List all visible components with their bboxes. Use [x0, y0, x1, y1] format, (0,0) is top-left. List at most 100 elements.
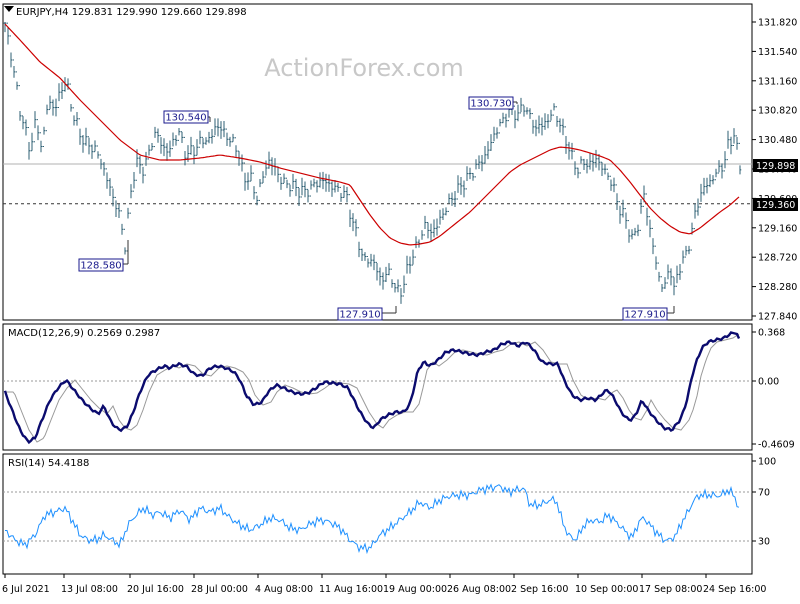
price-bar: [522, 104, 526, 117]
price-bar: [651, 227, 655, 255]
price-tick-7: 129.160: [758, 223, 797, 234]
price-bar: [360, 248, 364, 262]
price-bar: [495, 127, 499, 139]
x-axis-labels: 6 Jul 2021 13 Jul 08:00 20 Jul 16:00 28 Jul…: [2, 574, 766, 595]
price-bar: [459, 176, 463, 195]
price-bar: [648, 216, 652, 238]
price-bar: [693, 203, 697, 230]
price-bar: [78, 118, 82, 145]
price-bar: [156, 128, 160, 143]
price-bar: [546, 114, 550, 129]
watermark: ActionForex.com: [264, 54, 464, 82]
price-bar: [315, 180, 319, 193]
price-bar: [618, 201, 622, 224]
price-bar: [516, 104, 520, 122]
price-bar: [231, 133, 235, 143]
price-bar: [405, 255, 409, 285]
price-bar: [444, 207, 448, 216]
price-bar: [708, 174, 712, 188]
price-bar: [3, 22, 7, 33]
price-bar: [45, 104, 49, 132]
price-bar: [678, 264, 682, 280]
price-bar: [429, 223, 433, 242]
x-tick-10: 17 Sep 08:00: [639, 584, 702, 595]
price-bar: [738, 142, 742, 175]
price-bar: [318, 172, 322, 188]
price-bar: [717, 160, 721, 174]
rsi-panel-frame: [2, 453, 753, 575]
price-annotation-4: 127.910: [622, 306, 675, 321]
price-bar: [171, 132, 175, 150]
price-bar: [84, 127, 88, 146]
price-annotation-label-2: 130.730: [470, 99, 511, 110]
price-bar: [288, 183, 292, 197]
price-bar: [294, 178, 298, 197]
price-bar: [249, 165, 253, 182]
price-bar: [162, 138, 166, 157]
price-bar: [339, 186, 343, 202]
price-bar: [498, 118, 502, 134]
price-bar: [537, 115, 541, 134]
price-bar: [255, 192, 259, 206]
price-tick-1: 131.540: [758, 47, 797, 58]
x-tick-8: 2 Sep 16:00: [511, 584, 568, 595]
price-bar: [681, 250, 685, 273]
price-bar: [627, 220, 631, 243]
price-bar: [192, 145, 196, 165]
price-bar: [384, 266, 388, 283]
price-bar: [132, 171, 136, 192]
price-bar: [87, 136, 91, 155]
x-tick-2: 20 Jul 16:00: [127, 584, 184, 595]
price-bar: [615, 184, 619, 211]
price-bar: [279, 173, 283, 190]
price-bar: [393, 282, 397, 293]
price-bar: [351, 213, 355, 232]
price-bar: [570, 142, 574, 160]
price-bar: [180, 131, 184, 143]
price-bar: [306, 188, 310, 203]
price-level-lines: [3, 163, 752, 205]
macd-line: [3, 331, 741, 445]
price-bar: [234, 137, 238, 157]
rsi-tick-1: 70: [758, 488, 770, 499]
price-bar: [33, 111, 37, 143]
price-bar: [372, 254, 376, 271]
price-bar: [687, 245, 691, 255]
x-tick-3: 28 Jul 00:00: [191, 584, 248, 595]
price-bar: [303, 181, 307, 198]
price-bar: [243, 162, 247, 191]
price-bar: [543, 113, 547, 130]
price-bar: [15, 71, 19, 90]
price-bar: [438, 209, 442, 228]
price-bar: [348, 194, 352, 227]
price-bar: [630, 229, 634, 240]
price-bar: [606, 168, 610, 181]
price-bar: [486, 141, 490, 160]
price-annotation-label-0: 130.540: [165, 113, 206, 124]
price-bar: [558, 118, 562, 133]
price-bar: [222, 121, 226, 138]
price-bar: [114, 196, 118, 217]
price-bar: [600, 161, 604, 177]
price-bar: [144, 151, 148, 176]
price-bar: [336, 182, 340, 192]
moving-average-line: [4, 23, 740, 246]
level-price-tag: 129.360: [753, 198, 798, 211]
price-bar: [93, 140, 97, 153]
macd-header: MACD(12,26,9) 0.2569 0.2987: [8, 328, 160, 339]
price-tick-9: 128.280: [758, 282, 797, 293]
price-bar: [474, 159, 478, 178]
price-bar: [426, 221, 430, 239]
price-bar: [582, 158, 586, 170]
price-bar: [90, 144, 94, 159]
price-bar: [471, 172, 475, 181]
price-annotations: 130.540 128.580 130.730 127.910 127.910: [78, 96, 675, 321]
rsi-tick-2: 30: [758, 537, 770, 548]
price-bar: [363, 252, 367, 261]
price-bar: [375, 261, 379, 281]
price-bar: [387, 263, 391, 276]
price-bar: [456, 175, 460, 200]
price-bar: [726, 130, 730, 161]
price-bar: [408, 256, 412, 274]
current-price-tag: 129.898: [753, 159, 798, 172]
